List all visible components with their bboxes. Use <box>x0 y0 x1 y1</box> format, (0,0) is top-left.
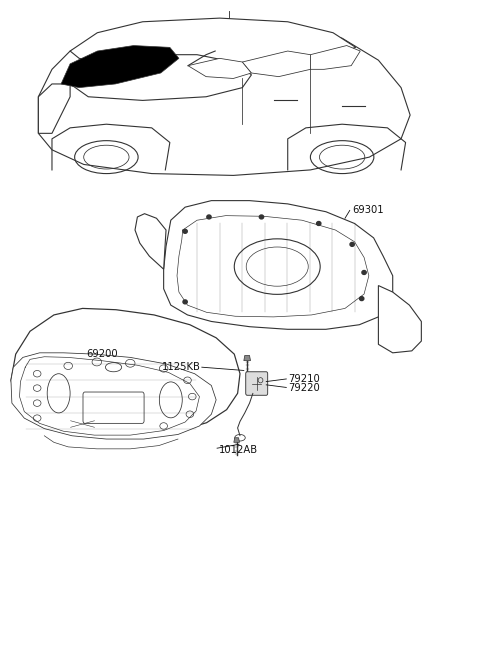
Ellipse shape <box>207 215 211 219</box>
Text: 69200: 69200 <box>86 349 118 359</box>
Ellipse shape <box>317 222 321 226</box>
Text: 1125KB: 1125KB <box>162 362 201 372</box>
Polygon shape <box>242 51 311 77</box>
Ellipse shape <box>350 243 354 247</box>
Polygon shape <box>244 356 251 361</box>
Polygon shape <box>11 353 216 439</box>
Text: 69301: 69301 <box>352 205 384 215</box>
Ellipse shape <box>360 297 364 300</box>
Ellipse shape <box>259 215 264 219</box>
Text: 79210: 79210 <box>288 374 320 384</box>
Ellipse shape <box>183 230 187 234</box>
Polygon shape <box>38 24 410 175</box>
Ellipse shape <box>183 300 187 304</box>
Text: 1012AB: 1012AB <box>218 445 258 455</box>
Polygon shape <box>234 438 240 442</box>
Polygon shape <box>164 201 393 329</box>
Ellipse shape <box>362 270 366 274</box>
Polygon shape <box>61 45 179 88</box>
Polygon shape <box>378 285 421 353</box>
Polygon shape <box>70 18 356 70</box>
FancyBboxPatch shape <box>246 372 268 396</box>
Polygon shape <box>135 214 166 269</box>
Polygon shape <box>188 58 252 79</box>
Polygon shape <box>70 54 252 100</box>
Polygon shape <box>11 308 240 436</box>
Polygon shape <box>311 45 360 70</box>
Polygon shape <box>38 84 70 133</box>
Text: 79220: 79220 <box>288 383 320 393</box>
